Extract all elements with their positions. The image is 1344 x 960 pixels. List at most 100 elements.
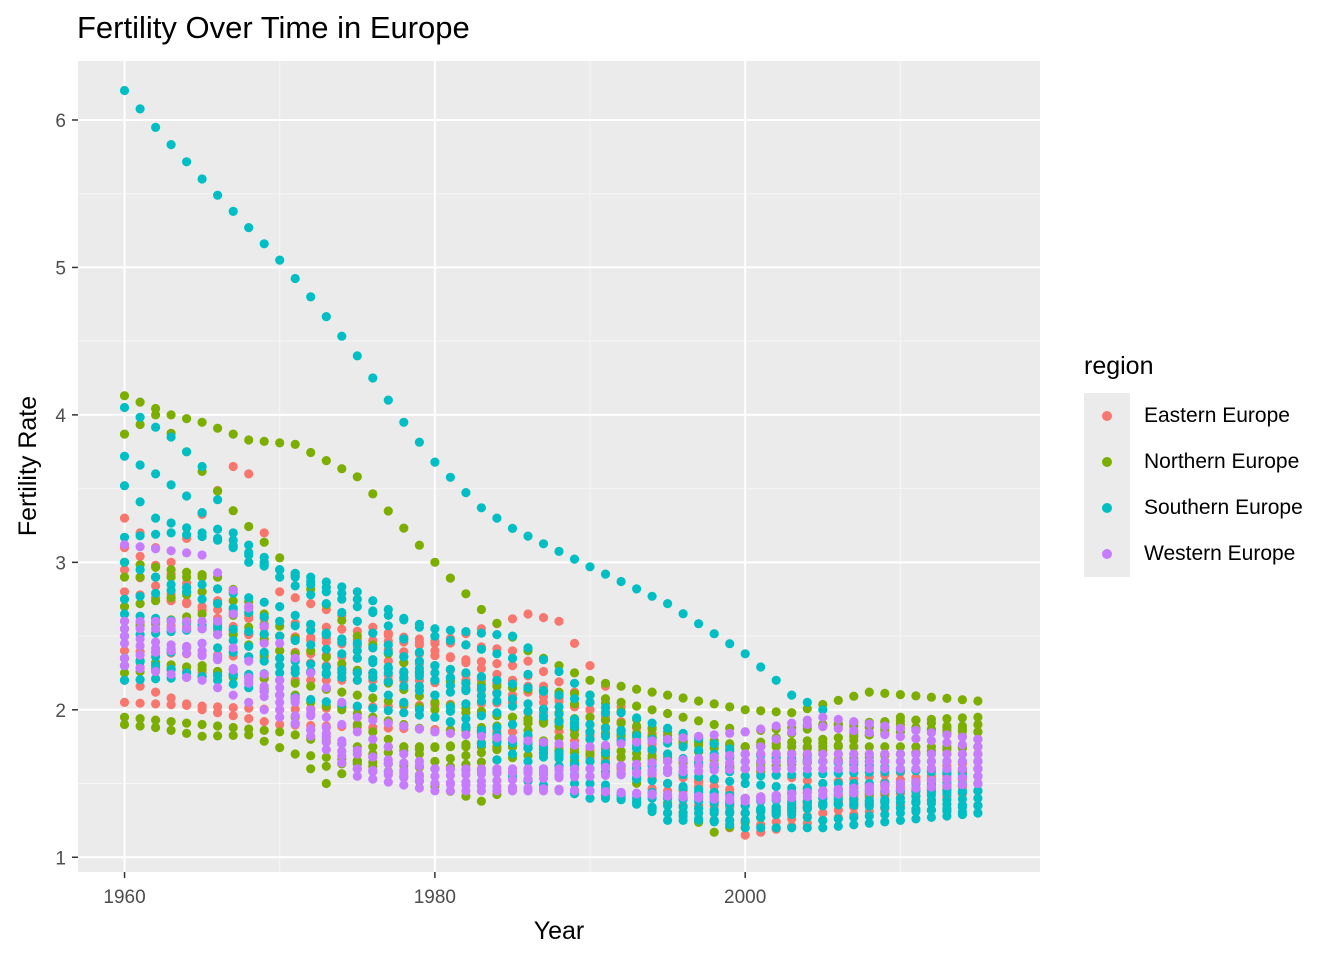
data-point-southern-europe: [647, 745, 657, 755]
data-point-western-europe: [911, 725, 921, 736]
data-point-western-europe: [119, 653, 130, 663]
data-point-western-europe: [151, 643, 161, 654]
data-point-southern-europe: [849, 812, 859, 823]
data-point-southern-europe: [430, 661, 440, 671]
data-point-northern-europe: [678, 693, 688, 703]
data-point-northern-europe: [585, 749, 595, 759]
data-point-southern-europe: [430, 712, 440, 722]
legend-dot-icon: [1102, 549, 1112, 559]
data-point-northern-europe: [352, 472, 362, 482]
data-point-southern-europe: [973, 801, 983, 811]
data-point-western-europe: [663, 767, 673, 778]
data-point-western-europe: [197, 550, 207, 560]
data-point-southern-europe: [290, 668, 300, 678]
data-point-southern-europe: [818, 815, 828, 826]
data-point-southern-europe: [461, 668, 471, 678]
data-point-southern-europe: [616, 727, 626, 737]
data-point-southern-europe: [399, 652, 409, 662]
data-point-southern-europe: [228, 543, 238, 553]
data-point-eastern-europe: [507, 727, 518, 737]
data-point-southern-europe: [321, 697, 331, 707]
data-point-western-europe: [880, 721, 890, 731]
data-point-northern-europe: [942, 693, 952, 704]
data-point-western-europe: [864, 781, 874, 792]
data-point-northern-europe: [507, 712, 518, 722]
data-point-southern-europe: [942, 806, 952, 816]
data-point-southern-europe: [911, 798, 921, 808]
y-tick-label: 4: [55, 406, 66, 427]
data-point-western-europe: [445, 786, 455, 796]
data-point-northern-europe: [119, 712, 130, 722]
data-point-western-europe: [135, 634, 145, 644]
data-point-western-europe: [942, 738, 952, 748]
data-point-western-europe: [678, 733, 688, 743]
data-point-southern-europe: [445, 680, 455, 691]
data-point-western-europe: [756, 724, 766, 734]
legend-key: [1084, 439, 1130, 485]
data-point-southern-europe: [414, 622, 424, 632]
data-point-southern-europe: [787, 690, 797, 700]
data-point-southern-europe: [399, 634, 409, 644]
data-point-western-europe: [166, 669, 176, 680]
data-point-western-europe: [833, 756, 843, 767]
data-point-northern-europe: [399, 742, 409, 752]
data-point-northern-europe: [213, 731, 223, 741]
data-point-western-europe: [787, 749, 797, 759]
data-point-southern-europe: [119, 481, 130, 491]
data-point-southern-europe: [663, 801, 673, 811]
data-point-southern-europe: [461, 686, 471, 696]
data-point-southern-europe: [694, 745, 704, 756]
data-point-southern-europe: [383, 621, 393, 631]
data-point-northern-europe: [135, 714, 145, 724]
data-point-southern-europe: [600, 748, 611, 758]
data-point-northern-europe: [321, 652, 331, 662]
data-point-southern-europe: [616, 576, 626, 587]
data-point-western-europe: [290, 653, 300, 663]
data-point-western-europe: [600, 787, 611, 797]
data-point-eastern-europe: [213, 708, 223, 718]
data-point-eastern-europe: [259, 528, 269, 538]
data-point-northern-europe: [213, 423, 223, 433]
x-axis-title: Year: [534, 917, 585, 945]
data-point-southern-europe: [306, 640, 316, 650]
data-point-western-europe: [135, 542, 145, 552]
data-point-eastern-europe: [151, 581, 161, 591]
data-point-northern-europe: [445, 753, 455, 764]
data-point-southern-europe: [259, 597, 269, 607]
data-point-southern-europe: [461, 714, 471, 724]
x-tick-label: 1960: [103, 887, 145, 908]
data-point-southern-europe: [600, 793, 611, 803]
data-point-northern-europe: [228, 722, 238, 733]
data-point-northern-europe: [632, 684, 642, 694]
data-point-northern-europe: [182, 728, 192, 739]
data-point-southern-europe: [151, 529, 161, 539]
data-point-western-europe: [694, 753, 704, 764]
data-point-southern-europe: [135, 591, 145, 601]
data-point-western-europe: [244, 697, 254, 708]
data-point-eastern-europe: [228, 461, 238, 472]
data-point-western-europe: [275, 705, 285, 715]
data-point-southern-europe: [228, 679, 238, 689]
data-point-western-europe: [151, 666, 161, 677]
data-point-eastern-europe: [740, 830, 750, 840]
data-point-western-europe: [694, 791, 704, 801]
data-point-southern-europe: [585, 734, 595, 744]
data-point-southern-europe: [352, 616, 362, 626]
data-point-western-europe: [787, 756, 797, 767]
data-point-western-europe: [787, 789, 797, 799]
data-point-western-europe: [771, 734, 781, 744]
data-point-western-europe: [864, 756, 874, 767]
data-point-northern-europe: [337, 687, 347, 697]
data-point-western-europe: [740, 793, 750, 803]
data-point-western-europe: [895, 723, 906, 733]
data-point-southern-europe: [290, 621, 300, 631]
data-point-northern-europe: [833, 695, 843, 706]
data-point-southern-europe: [430, 457, 440, 467]
data-point-southern-europe: [430, 668, 440, 678]
legend-item-southern-europe: Southern Europe: [1084, 485, 1303, 531]
data-point-southern-europe: [306, 694, 316, 705]
data-point-southern-europe: [740, 808, 750, 818]
data-point-western-europe: [399, 765, 409, 775]
data-point-western-europe: [864, 764, 874, 774]
data-point-southern-europe: [756, 823, 766, 833]
